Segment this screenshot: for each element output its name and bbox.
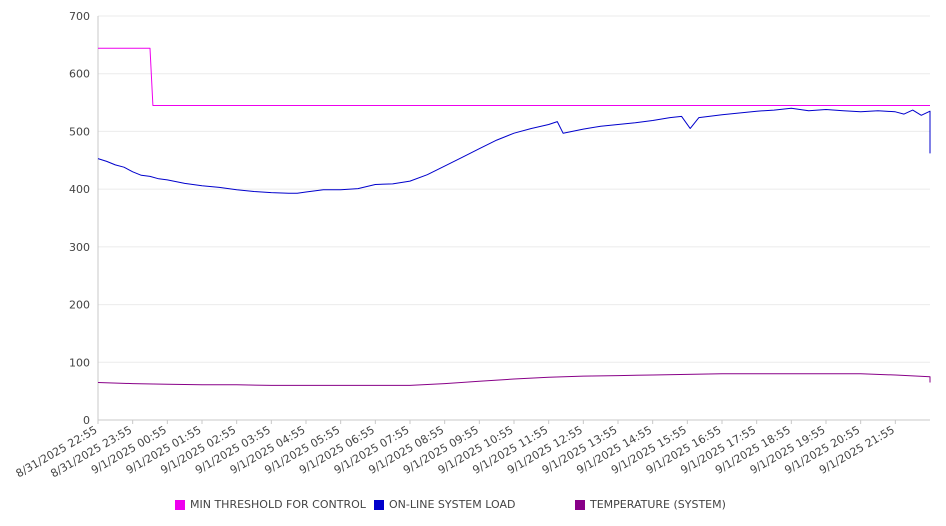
legend-item-min-threshold[interactable]: MIN THRESHOLD FOR CONTROL bbox=[175, 498, 366, 511]
x-axis-ticks: 8/31/2025 22:558/31/2025 23:559/1/2025 0… bbox=[14, 420, 897, 480]
grid-lines bbox=[98, 15, 930, 363]
legend-swatch-min-threshold bbox=[175, 499, 185, 510]
series-line-temperature bbox=[97, 373, 931, 386]
series-line-system-load bbox=[97, 107, 931, 194]
legend-item-system-load[interactable]: ON-LINE SYSTEM LOAD bbox=[374, 498, 515, 511]
legend-swatch-system-load bbox=[374, 499, 384, 510]
y-tick-label: 700 bbox=[69, 10, 90, 23]
y-tick-label: 400 bbox=[69, 183, 90, 196]
legend: MIN THRESHOLD FOR CONTROL ON-LINE SYSTEM… bbox=[0, 498, 946, 514]
y-tick-label: 300 bbox=[69, 241, 90, 254]
legend-label-temperature: TEMPERATURE (SYSTEM) bbox=[590, 498, 726, 511]
series-lines bbox=[97, 47, 931, 386]
legend-swatch-temperature bbox=[575, 499, 585, 510]
y-tick-label: 100 bbox=[69, 356, 90, 369]
y-axis-ticks: 0 100 200 300 400 500 600 700 bbox=[69, 10, 90, 427]
y-tick-label: 0 bbox=[83, 414, 90, 427]
y-tick-label: 600 bbox=[69, 68, 90, 81]
legend-label-min-threshold: MIN THRESHOLD FOR CONTROL bbox=[190, 498, 366, 511]
legend-item-temperature[interactable]: TEMPERATURE (SYSTEM) bbox=[575, 498, 726, 511]
series-line-min-threshold bbox=[98, 47, 930, 106]
y-tick-label: 500 bbox=[69, 125, 90, 138]
y-tick-label: 200 bbox=[69, 299, 90, 312]
legend-label-system-load: ON-LINE SYSTEM LOAD bbox=[389, 498, 516, 511]
